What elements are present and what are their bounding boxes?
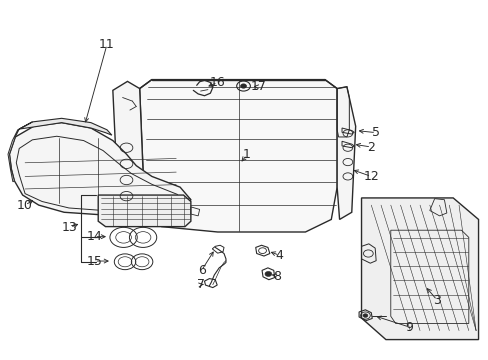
Polygon shape bbox=[113, 81, 144, 216]
Circle shape bbox=[240, 84, 246, 88]
Polygon shape bbox=[98, 195, 190, 226]
Text: 15: 15 bbox=[86, 255, 102, 267]
Text: 1: 1 bbox=[243, 148, 250, 161]
Text: 5: 5 bbox=[371, 126, 379, 139]
Text: 16: 16 bbox=[209, 76, 225, 89]
Polygon shape bbox=[19, 118, 112, 135]
Polygon shape bbox=[361, 198, 478, 339]
Text: 3: 3 bbox=[432, 294, 440, 307]
Text: 2: 2 bbox=[366, 140, 374, 153]
Text: 6: 6 bbox=[197, 264, 205, 277]
Text: 4: 4 bbox=[275, 249, 283, 262]
Text: 14: 14 bbox=[86, 230, 102, 243]
Text: 11: 11 bbox=[99, 38, 115, 51]
Text: 8: 8 bbox=[273, 270, 281, 283]
Text: 7: 7 bbox=[196, 278, 204, 291]
Text: 17: 17 bbox=[250, 80, 265, 93]
Polygon shape bbox=[336, 87, 355, 220]
Polygon shape bbox=[9, 123, 190, 217]
Circle shape bbox=[362, 314, 367, 318]
Text: 12: 12 bbox=[363, 170, 378, 183]
Text: 9: 9 bbox=[405, 320, 412, 333]
Polygon shape bbox=[140, 80, 336, 232]
Polygon shape bbox=[8, 122, 32, 182]
Text: 13: 13 bbox=[62, 221, 78, 234]
Circle shape bbox=[264, 271, 271, 276]
Text: 10: 10 bbox=[17, 199, 33, 212]
